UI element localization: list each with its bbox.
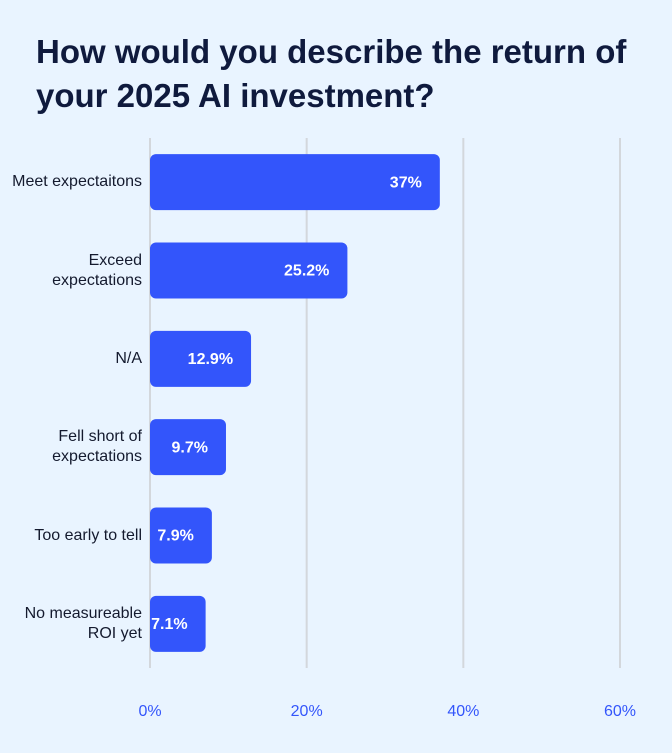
- x-tick-label: 0%: [138, 703, 161, 720]
- chart-title: How would you describe the return of you…: [36, 33, 627, 114]
- x-tick-label: 20%: [291, 703, 323, 720]
- bar: [150, 419, 226, 476]
- value-label: 12.9%: [188, 351, 233, 368]
- value-label: 25.2%: [284, 263, 329, 280]
- value-label: 9.7%: [172, 439, 208, 456]
- y-tick-label: No measureable ROI yet: [24, 604, 142, 642]
- value-label: 7.9%: [157, 528, 193, 545]
- y-tick-label: Too early to tell: [34, 526, 142, 544]
- bar: [150, 242, 348, 299]
- bar: [150, 154, 440, 211]
- value-label: 37%: [390, 174, 422, 191]
- x-tick-label: 60%: [604, 703, 636, 720]
- y-tick-label: N/A: [115, 349, 142, 367]
- y-tick-label: Meet expectaitons: [12, 173, 142, 191]
- y-tick-label: Exceed expectations: [52, 251, 142, 289]
- y-tick-label: Fell short of expectations: [52, 428, 142, 466]
- value-label: 7.1%: [151, 616, 187, 633]
- x-tick-label: 40%: [447, 703, 479, 720]
- bar: [150, 507, 212, 564]
- bar: [150, 330, 252, 387]
- bar: [150, 595, 206, 652]
